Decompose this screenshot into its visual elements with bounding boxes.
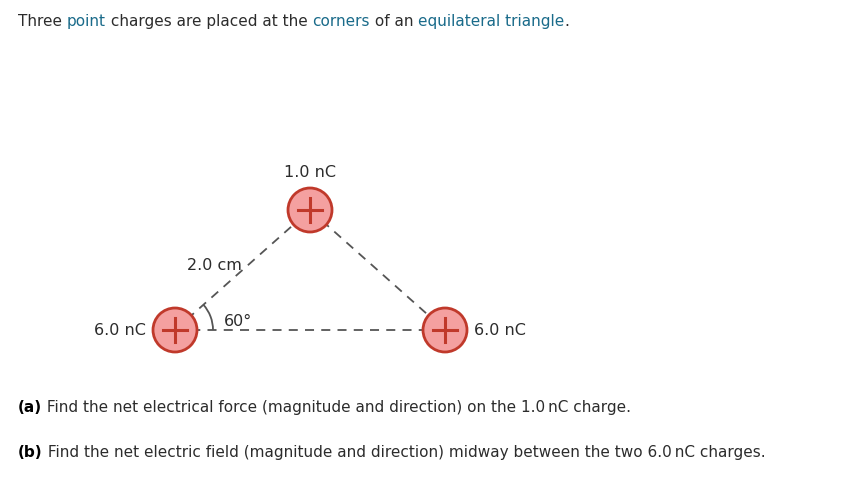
Text: 6.0 nC: 6.0 nC [474, 323, 526, 338]
Circle shape [153, 308, 197, 352]
Text: (a): (a) [18, 400, 42, 415]
Text: Three: Three [18, 14, 67, 29]
Circle shape [423, 308, 467, 352]
Text: 60°: 60° [224, 314, 252, 329]
Text: 6.0 nC: 6.0 nC [94, 323, 146, 338]
Text: point: point [67, 14, 106, 29]
Text: equilateral triangle: equilateral triangle [418, 14, 564, 29]
Text: .: . [564, 14, 569, 29]
Text: of an: of an [370, 14, 418, 29]
Text: charges are placed at the: charges are placed at the [106, 14, 313, 29]
Text: 2.0 cm: 2.0 cm [187, 257, 242, 272]
Circle shape [288, 188, 332, 232]
Text: (b): (b) [18, 445, 43, 460]
Text: 1.0 nC: 1.0 nC [284, 165, 336, 180]
Text: Find the net electrical force (magnitude and direction) on the 1.0 nC charge.: Find the net electrical force (magnitude… [42, 400, 631, 415]
Text: corners: corners [313, 14, 370, 29]
Text: Find the net electric field (magnitude and direction) midway between the two 6.0: Find the net electric field (magnitude a… [43, 445, 765, 460]
